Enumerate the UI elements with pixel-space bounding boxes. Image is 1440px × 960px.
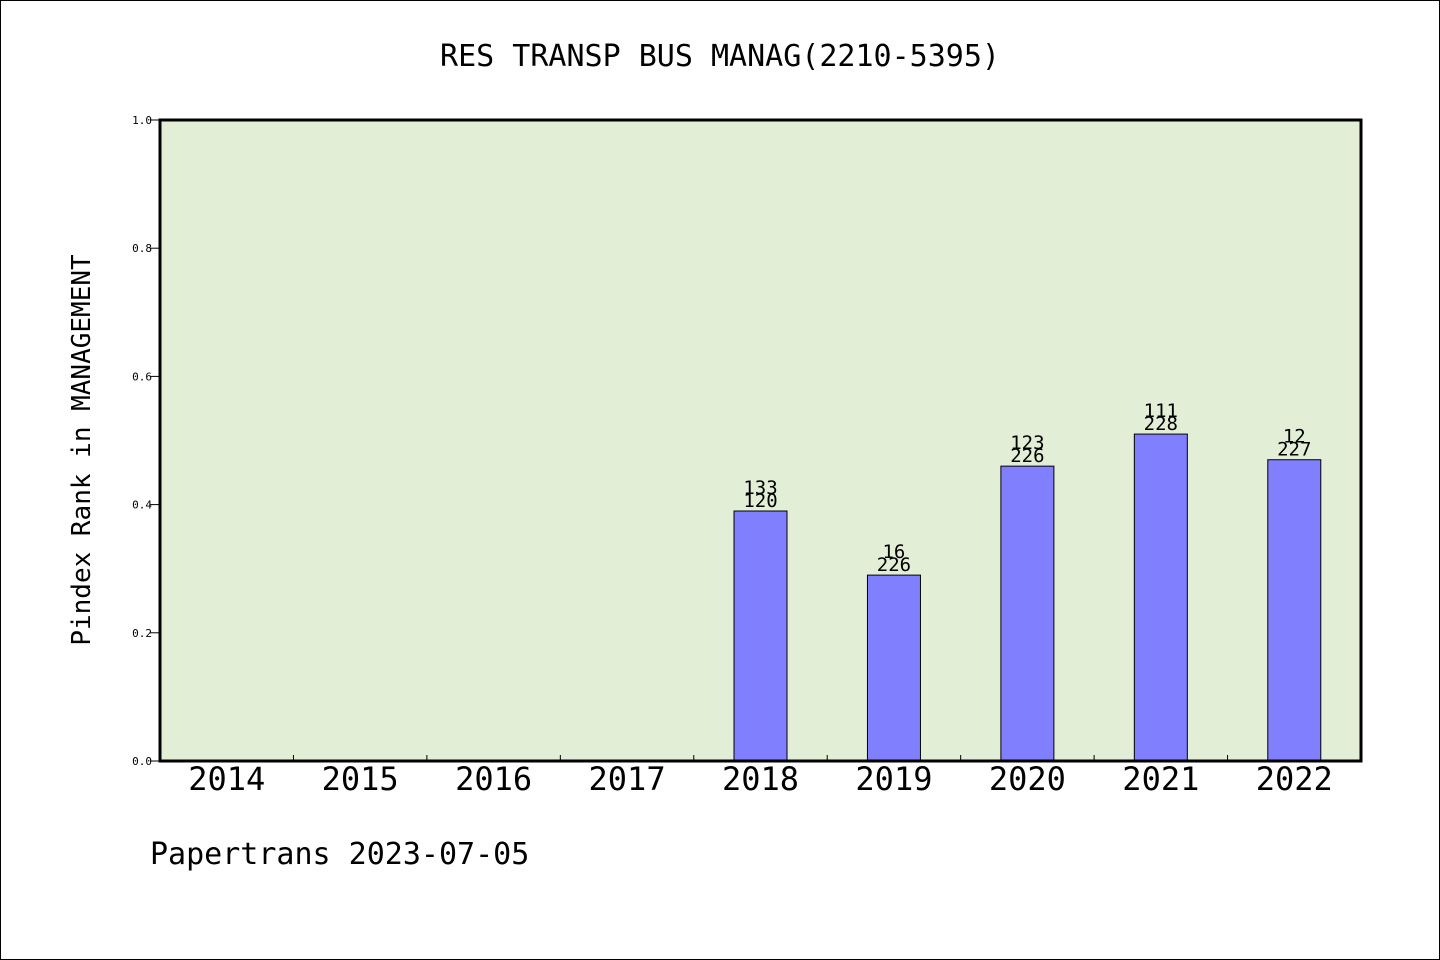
x-tick-label: 2016: [455, 760, 532, 798]
bar-label-bottom: 228: [1144, 413, 1178, 435]
chart-title: RES TRANSP BUS MANAG(2210-5395): [440, 39, 1000, 74]
y-tick-label: 0.6: [132, 370, 152, 383]
x-tick-label: 2020: [989, 760, 1066, 798]
bar: [1000, 465, 1055, 762]
y-tick-label: 0.2: [132, 627, 152, 640]
bar-label-bottom: 120: [743, 490, 777, 512]
y-tick-label: 0.8: [132, 242, 152, 255]
x-tick-label: 2019: [855, 760, 932, 798]
bar-label-top: 133: [743, 477, 777, 499]
bar: [1133, 433, 1188, 762]
x-tick-label: 2018: [722, 760, 799, 798]
plot-frame: [158, 118, 1363, 763]
footer-credit: Papertrans 2023-07-05: [150, 837, 529, 872]
bar: [733, 510, 788, 762]
y-axis-label: Pindex Rank in MANAGEMENT: [67, 254, 97, 646]
y-tick-label: 0.0: [132, 755, 152, 768]
x-axis: 2014 2015 2016 2017 2018 2019 2020 2021 2022: [188, 755, 1333, 798]
bar-label-top: 123: [1010, 432, 1044, 454]
x-tick-label: 2017: [589, 760, 666, 798]
bars: [733, 433, 1322, 762]
x-tick-label: 2022: [1256, 760, 1333, 798]
bar-label-top: 12: [1283, 426, 1306, 448]
bar-label-bottom: 226: [1010, 445, 1044, 467]
bar-label-bottom: 226: [877, 554, 911, 576]
bar-label-top: 111: [1144, 400, 1178, 422]
y-tick-label: 1.0: [132, 114, 152, 127]
y-axis: 0.0 0.2 0.4 0.6 0.8 1.0: [132, 114, 160, 768]
bar: [1267, 459, 1322, 762]
y-tick-label: 0.4: [132, 499, 152, 512]
bar-label-bottom: 227: [1277, 439, 1311, 461]
x-tick-label: 2014: [188, 760, 265, 798]
bar-label-top: 16: [882, 541, 905, 563]
bar: [866, 574, 921, 762]
x-tick-label: 2015: [322, 760, 399, 798]
x-tick-label: 2021: [1122, 760, 1199, 798]
